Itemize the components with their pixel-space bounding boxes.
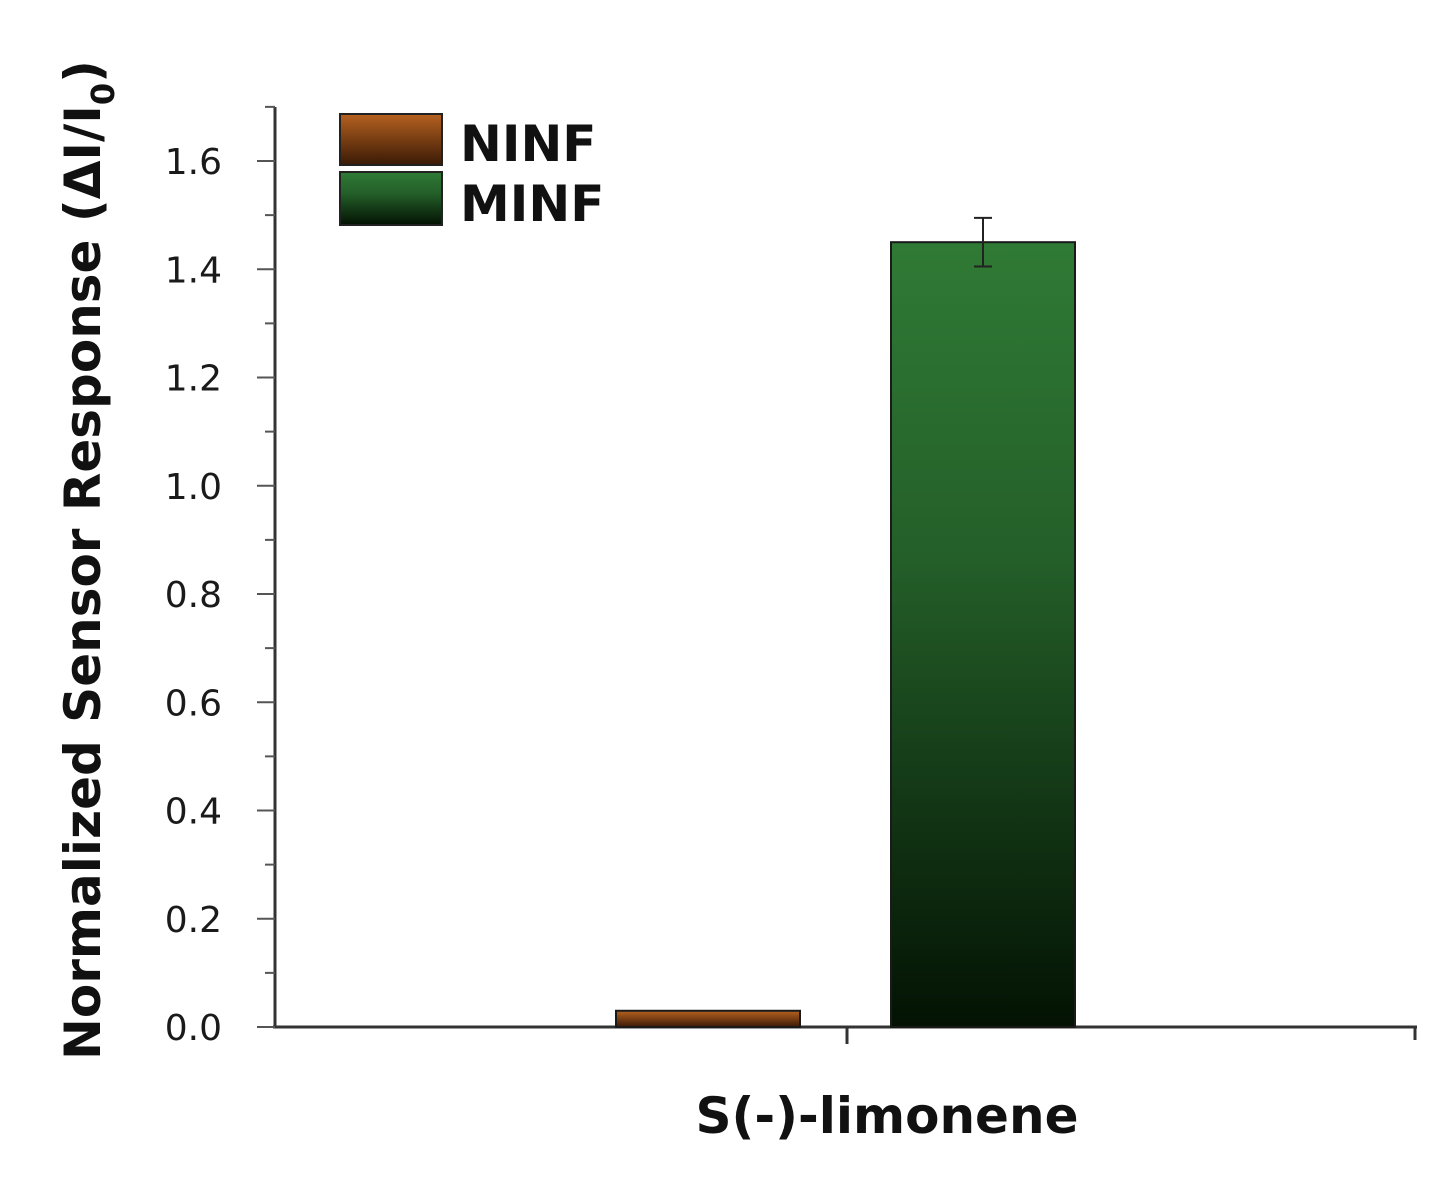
legend-swatch-minf [339, 171, 443, 226]
y-axis-title: Normalized Sensor Response (ΔI/I0) [54, 60, 122, 1060]
legend: NINF MINF [339, 113, 604, 233]
y-ticks: 0.0 0.2 0.4 0.6 0.8 1.0 1.2 1.4 1.6 [165, 105, 275, 1049]
bar-ninf [615, 1009, 801, 1029]
y-tick-label: 0.0 [165, 1008, 222, 1049]
legend-label-minf: MINF [460, 175, 604, 233]
legend-swatch-ninf [339, 113, 443, 166]
y-tick-label: 0.6 [165, 683, 222, 724]
legend-label-ninf: NINF [460, 115, 596, 173]
bar-minf [890, 241, 1076, 1028]
x-category-label: S(-)-limonene [696, 1087, 1079, 1145]
y-tick-label: 1.0 [165, 467, 222, 508]
y-axis-title-main: Normalized Sensor Response (ΔI/I [54, 105, 112, 1060]
bars [615, 216, 1076, 1029]
y-tick-label: 0.8 [165, 575, 222, 616]
y-axis-title-close: ) [54, 60, 112, 83]
y-tick-label: 1.6 [165, 142, 222, 183]
axes [273, 107, 1417, 1044]
y-tick-label: 0.4 [165, 792, 222, 833]
y-tick-label: 1.4 [165, 250, 222, 291]
y-tick-label: 1.2 [165, 359, 222, 400]
y-axis-title-subscript: 0 [84, 83, 122, 105]
y-tick-label: 0.2 [165, 900, 222, 941]
